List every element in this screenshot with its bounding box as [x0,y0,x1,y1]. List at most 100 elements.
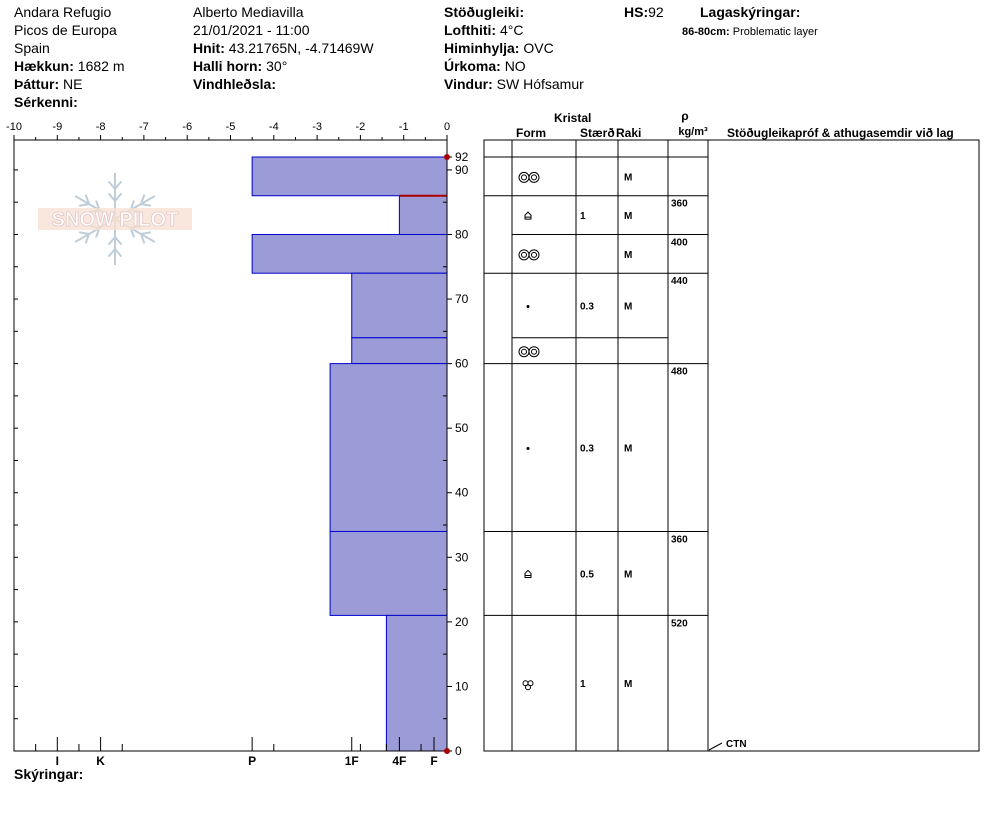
x-tick-label: -9 [52,121,62,133]
x-tick-label: 0 [444,121,450,133]
x-tick-label: -8 [96,121,106,133]
rounded-icon [526,305,530,308]
snowflake-branch [78,203,90,207]
x-tick-label: -7 [139,121,149,133]
x-tick-label: -5 [226,121,236,133]
snowflake-branch [114,236,123,246]
density-value: 360 [671,534,688,545]
grain-icon-inner [531,174,537,181]
elevation-row: Hækkun: 1682 m [14,58,125,74]
precip-row: Úrkoma: NO [444,58,526,74]
layer-moisture: M [624,302,632,313]
grain-icon-inner [521,174,527,181]
precip-label: Úrkoma: [444,58,501,74]
y-tick-label: 10 [455,679,469,693]
aspect-value: NE [63,76,83,92]
y-tick-label: 92 [455,150,469,164]
slope-label: Halli horn: [193,58,263,74]
col-form: Form [516,126,546,140]
grain-icon [528,249,540,261]
y-tick-label: 60 [455,357,469,371]
snowflake-arm [74,218,116,243]
snowpilot-logo: SNOW PILOT [38,173,192,265]
range-name: Picos de Europa [14,22,117,38]
snowflake-branch [89,225,100,229]
sky-row: Himinhylja: OVC [444,40,554,56]
layer-notes-label: Lagaskýringar: [700,4,801,20]
density-value: 400 [671,237,688,248]
layer-note: 86-80cm: Problematic layer [682,24,818,40]
air-temp-row: Lofthiti: 4°C [444,22,523,38]
facet-icon [524,569,532,578]
ground-marker [444,748,450,754]
col-density-unit: kg/m³ [678,126,708,138]
hardness-label-P: P [248,754,256,768]
x-tick-label: -2 [356,121,366,133]
x-tick-label: -10 [6,121,22,133]
grain-icon-inner [521,348,527,355]
sky-value: OVC [523,40,554,56]
y-tick-label: 80 [455,227,469,241]
hardness-bar-2 [251,233,448,274]
sky-label: Himinhylja: [444,40,520,56]
hardness-bar-5 [329,363,448,532]
snowflake-branch [140,194,146,205]
slope-row: Halli horn: 30° [193,58,287,74]
grain-icon [528,171,540,183]
y-tick-label: 20 [455,615,469,629]
snowflake-branch [129,200,135,211]
coords-value: 43.21765N, -4.71469W [228,40,374,56]
observer-name: Alberto Mediavilla [193,4,304,20]
hardness-label-I: I [56,754,59,768]
layer-note-text: Problematic layer [732,26,818,38]
y-tick-label: 30 [455,550,469,564]
grain-icon [518,346,530,358]
slope-value: 30° [266,58,288,74]
density-value: 440 [671,276,688,287]
snowflake-branch [107,180,116,190]
snowflake-branch [140,233,146,244]
y-tick-label: 40 [455,486,469,500]
logo-text: SNOW PILOT [52,209,179,231]
layer-moisture: M [624,172,632,183]
observation-datetime: 21/01/2021 - 11:00 [193,22,310,38]
stability-label: Stöðugleiki: [444,4,525,20]
grain-icon [528,346,540,358]
snowflake-branch [140,203,152,207]
layer-moisture: M [624,444,632,455]
density-value: 480 [671,367,688,378]
air-temp-label: Lofthiti: [444,22,497,38]
comments-label: Skýringar: [14,766,83,782]
density-value: 520 [671,618,688,629]
snowflake-branch [107,248,116,258]
hardness-label-1F: 1F [345,754,359,768]
snowflake-branch [84,194,90,205]
melt-icon [525,684,531,691]
snowflake-branch [130,225,141,229]
hardness-bar-6 [329,530,448,616]
hs-value: 92 [648,4,664,20]
aspect-row: Þáttur: NE [14,76,82,92]
y-tick-label: 0 [455,744,462,758]
wind-label: Vindur: [444,76,493,92]
density-value: 360 [671,199,688,210]
layer-size: 0.3 [580,444,594,455]
grain-icon [518,249,530,261]
layer-size: 1 [580,211,586,222]
wind-row: Vindur: SW Hófsamur [444,76,584,92]
layer-note-range: 86-80cm: [682,26,730,38]
snowflake-branch [78,231,90,235]
snowflake-branch [107,192,116,202]
layer-table-frame [483,139,980,752]
location-name: Andara Refugio [14,4,112,20]
layer-moisture: M [624,569,632,580]
snowflake-branch [114,248,123,258]
snowflake-branch [107,236,116,246]
layer-size: 0.5 [580,569,594,580]
facet-icon [524,211,532,220]
grain-icon-inner [531,348,537,355]
elevation-value: 1682 m [77,58,125,74]
y-tick-label: 90 [455,163,469,177]
coords-label: Hnit: [193,40,225,56]
